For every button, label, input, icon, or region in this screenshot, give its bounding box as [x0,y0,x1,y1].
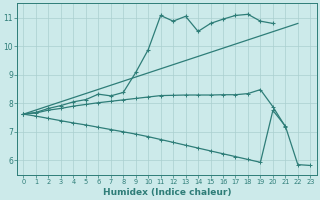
X-axis label: Humidex (Indice chaleur): Humidex (Indice chaleur) [103,188,231,197]
